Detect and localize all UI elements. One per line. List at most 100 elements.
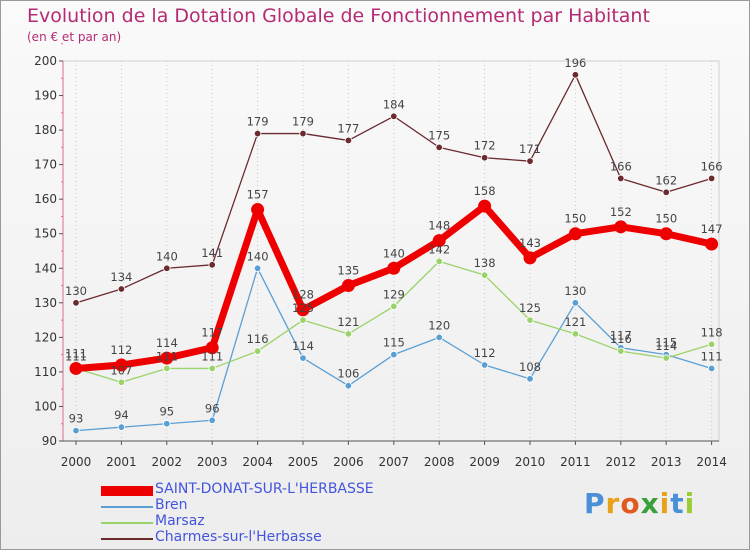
- data-point: [72, 299, 80, 307]
- data-point: [571, 71, 580, 79]
- data-point: [69, 361, 83, 375]
- data-point: [299, 354, 307, 362]
- data-label: 117: [201, 326, 223, 340]
- data-point: [523, 251, 537, 265]
- data-label: 107: [110, 363, 132, 377]
- y-tick-label: 160: [34, 192, 57, 206]
- y-tick-label: 100: [34, 399, 57, 413]
- data-point: [117, 378, 126, 386]
- x-tick-label: 2000: [61, 455, 92, 469]
- data-point: [208, 364, 216, 373]
- data-label: 140: [156, 249, 178, 263]
- data-point: [526, 375, 534, 383]
- data-point: [251, 203, 265, 217]
- x-tick-label: 2004: [242, 455, 273, 469]
- data-label: 111: [65, 349, 87, 363]
- logo-letter: P: [584, 487, 606, 520]
- data-label: 116: [247, 332, 269, 346]
- data-label: 93: [69, 412, 84, 426]
- data-label: 152: [610, 205, 632, 219]
- data-point: [480, 154, 489, 162]
- y-tick-label: 180: [34, 123, 57, 137]
- data-label: 150: [564, 212, 586, 226]
- data-point: [344, 382, 353, 390]
- x-tick-label: 2013: [651, 455, 682, 469]
- data-point: [163, 264, 171, 272]
- data-label: 115: [383, 336, 405, 350]
- data-label: 111: [201, 349, 223, 363]
- x-tick-label: 2011: [560, 455, 591, 469]
- logo-letter: i: [659, 487, 671, 520]
- data-point: [387, 261, 401, 275]
- data-point: [617, 174, 625, 183]
- logo-letter: t: [670, 487, 685, 520]
- legend-swatch: [101, 538, 153, 540]
- data-label: 171: [519, 142, 541, 156]
- y-tick-label: 140: [34, 261, 57, 275]
- proxiti-logo: Proxiti: [584, 487, 695, 520]
- data-point: [662, 354, 670, 362]
- data-point: [390, 112, 398, 120]
- data-label: 158: [474, 184, 496, 198]
- data-point: [299, 316, 307, 324]
- data-point: [253, 129, 262, 138]
- data-label: 114: [655, 339, 677, 353]
- data-label: 94: [114, 408, 129, 422]
- data-label: 120: [428, 318, 450, 332]
- logo-letter: r: [605, 487, 621, 520]
- data-label: 143: [519, 236, 541, 250]
- data-label: 142: [428, 242, 450, 256]
- data-label: 141: [201, 246, 223, 260]
- data-point: [160, 351, 174, 365]
- x-tick-label: 2012: [606, 455, 637, 469]
- data-point: [299, 129, 307, 138]
- data-point: [526, 316, 534, 324]
- data-point: [707, 340, 716, 348]
- data-point: [435, 333, 443, 342]
- y-tick-label: 110: [34, 365, 57, 379]
- legend-label: Charmes-sur-l'Herbasse: [155, 529, 322, 545]
- data-point: [478, 199, 492, 213]
- data-label: 157: [247, 188, 269, 202]
- data-label: 96: [205, 401, 220, 415]
- x-tick-label: 2003: [197, 455, 228, 469]
- data-label: 111: [156, 349, 178, 363]
- x-tick-label: 2002: [152, 455, 183, 469]
- data-point: [253, 264, 262, 272]
- data-point: [435, 143, 443, 152]
- line-chart: 90 100 110 120 130 140 150 160 170 180 190 200 2000 2…: [34, 43, 727, 469]
- data-label: 128: [292, 288, 314, 302]
- data-label: 116: [610, 332, 632, 346]
- data-label: 179: [292, 115, 314, 129]
- data-label: 114: [156, 336, 178, 350]
- data-point: [432, 234, 446, 248]
- data-label: 130: [564, 284, 586, 298]
- legend-label: Marsaz: [155, 513, 205, 529]
- data-point: [114, 358, 128, 372]
- data-point: [707, 174, 716, 183]
- data-point: [659, 227, 673, 241]
- data-point: [296, 303, 310, 317]
- data-label: 112: [110, 343, 132, 357]
- data-label: 147: [701, 222, 723, 236]
- data-point: [571, 299, 580, 307]
- data-point: [344, 330, 353, 338]
- data-label: 162: [655, 173, 677, 187]
- x-tick-label: 2014: [696, 455, 727, 469]
- data-label: 114: [292, 339, 314, 353]
- data-point: [568, 227, 582, 241]
- data-point: [208, 416, 216, 424]
- x-tick-label: 2009: [469, 455, 500, 469]
- data-label: 134: [110, 270, 132, 284]
- data-point: [72, 426, 80, 435]
- data-label: 166: [701, 159, 723, 173]
- x-tick-label: 2001: [106, 455, 137, 469]
- chart-title: Evolution de la Dotation Globale de Fonc…: [27, 5, 650, 27]
- data-label: 121: [564, 315, 586, 329]
- data-point: [480, 361, 489, 369]
- data-label: 148: [428, 219, 450, 233]
- data-point: [163, 420, 171, 428]
- legend-swatch: [101, 522, 153, 524]
- data-label: 135: [337, 264, 359, 278]
- y-tick-label: 170: [34, 158, 57, 172]
